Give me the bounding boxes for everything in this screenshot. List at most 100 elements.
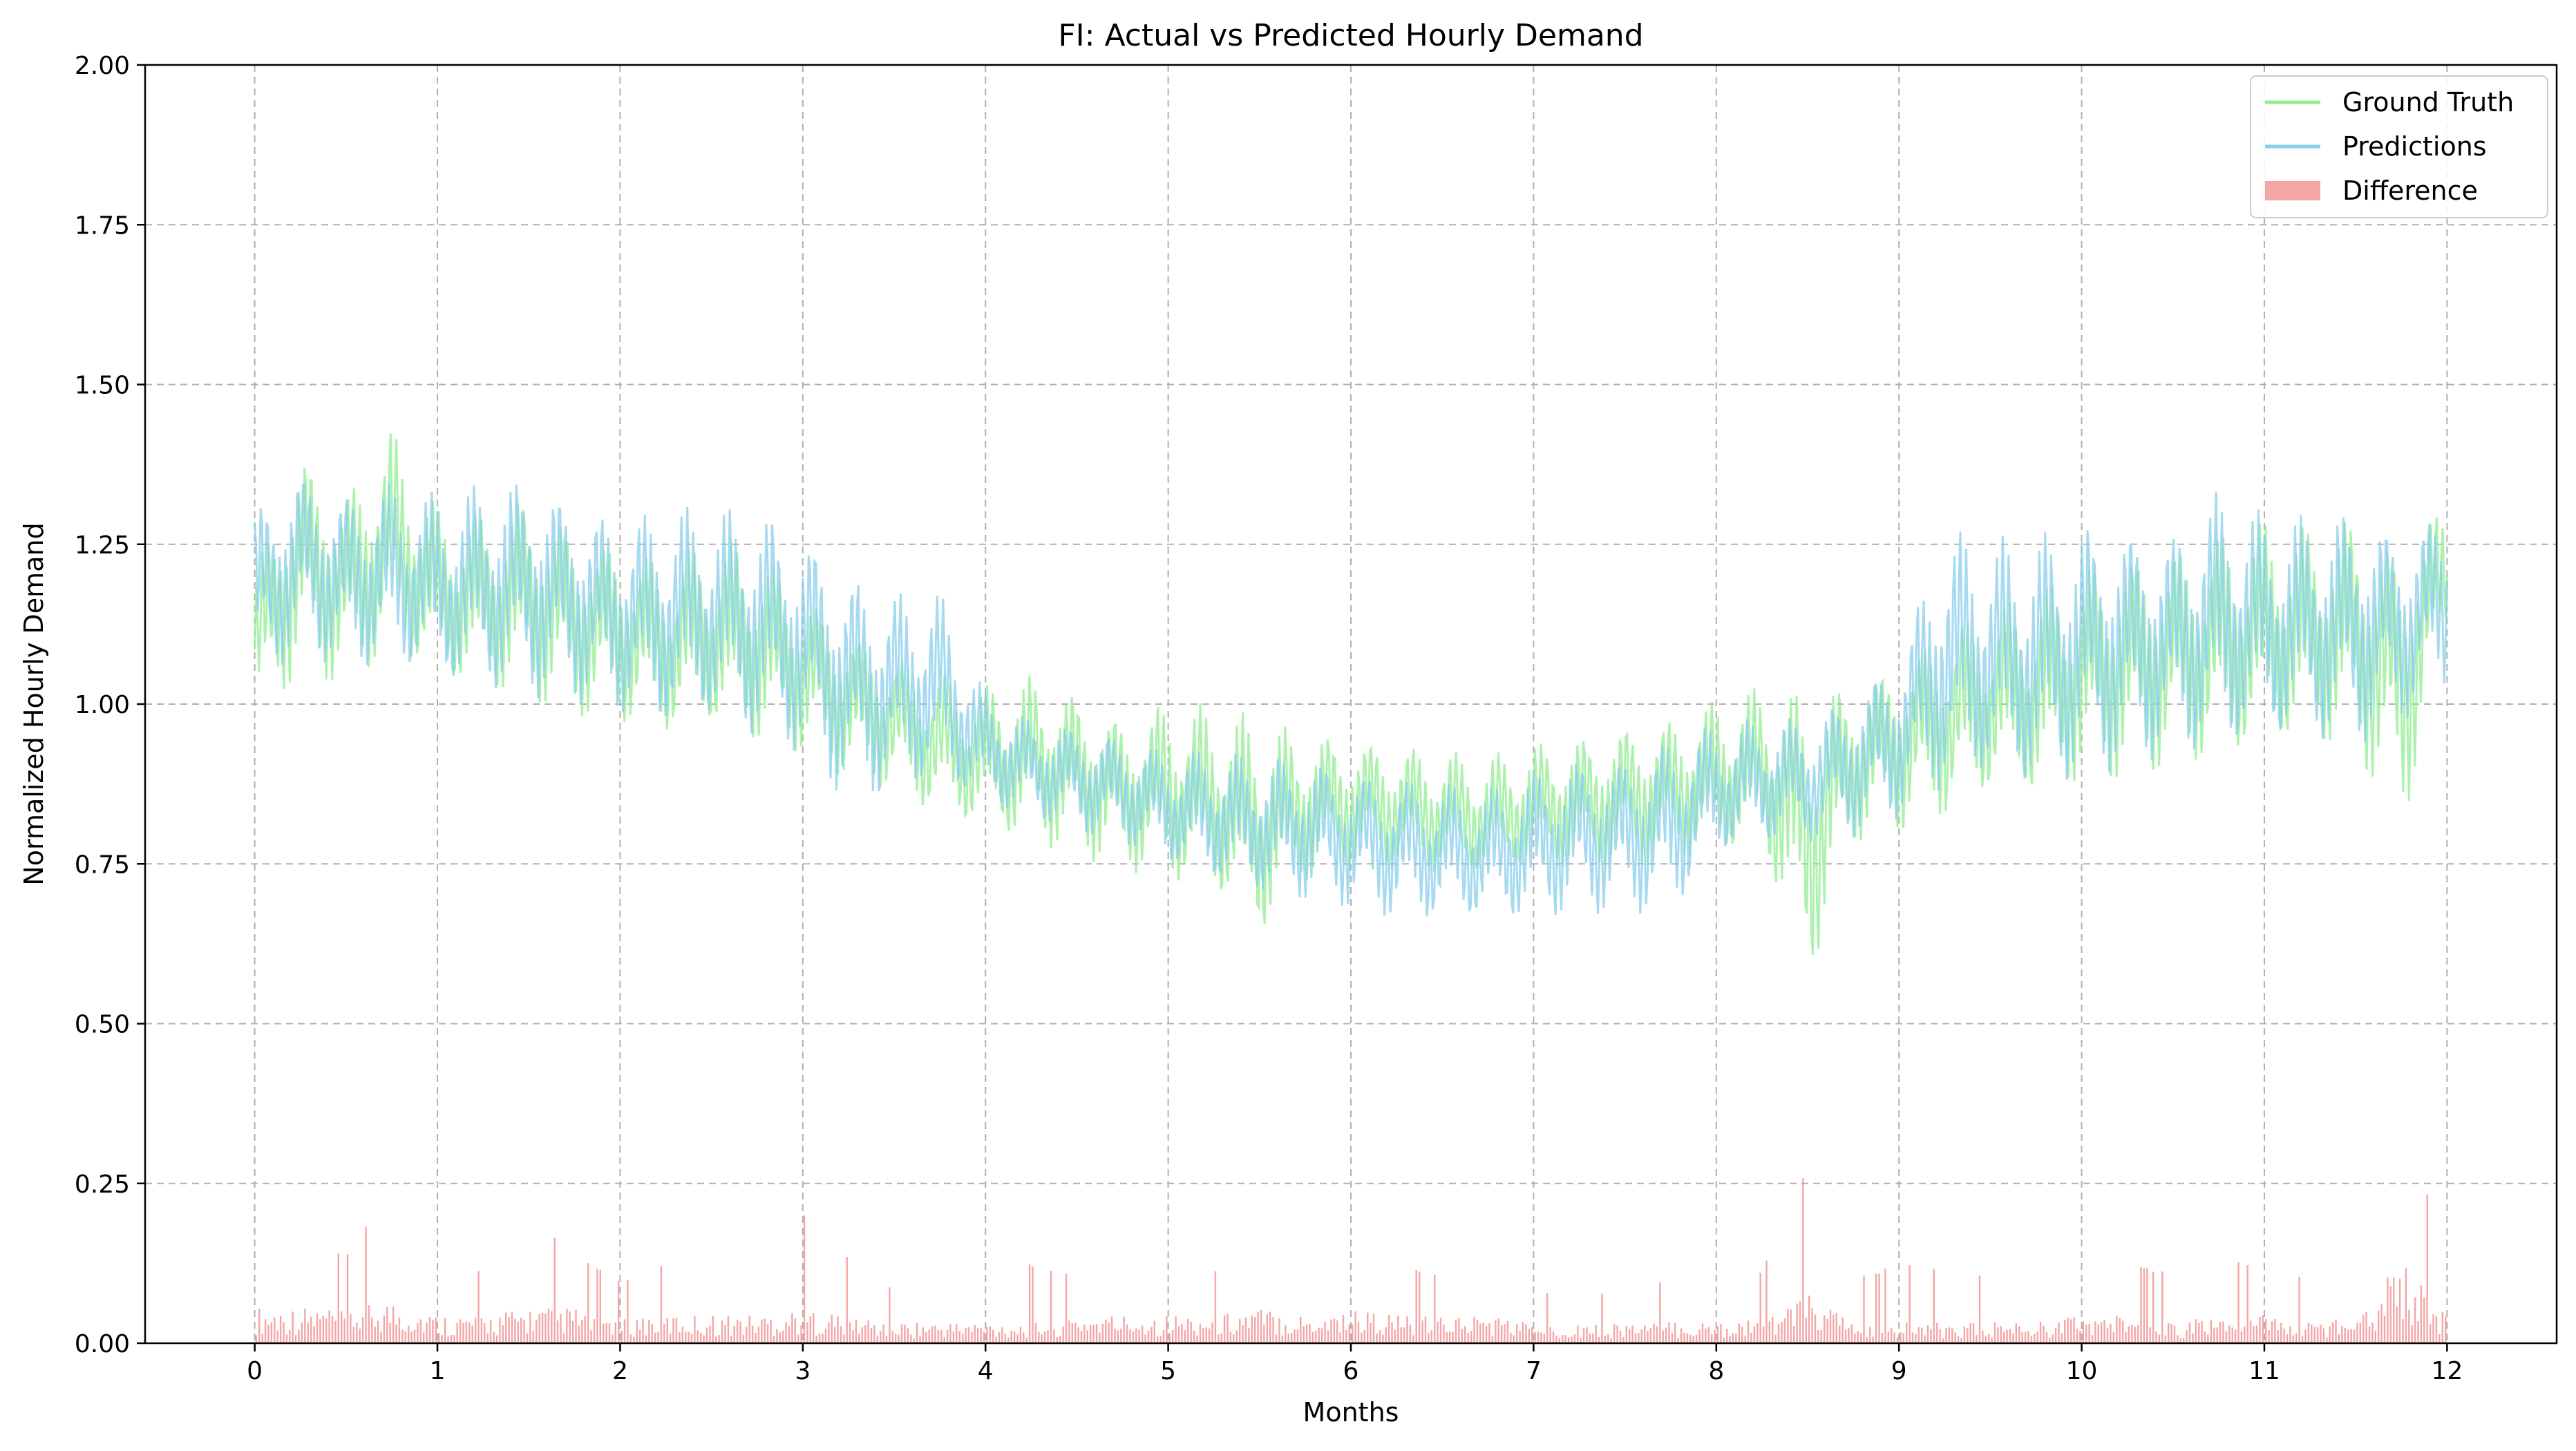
difference-bar — [1777, 1323, 1780, 1343]
difference-bar — [2198, 1322, 2200, 1343]
difference-bar — [1007, 1337, 1010, 1343]
difference-bar — [1820, 1330, 1822, 1343]
difference-bar — [1656, 1326, 1658, 1343]
difference-bar — [1172, 1329, 1174, 1343]
difference-bar — [289, 1330, 291, 1343]
difference-bar — [1260, 1309, 1262, 1343]
difference-bar — [1805, 1318, 1807, 1343]
difference-bar — [1839, 1325, 1841, 1343]
difference-bar — [428, 1317, 431, 1343]
difference-bar — [764, 1318, 766, 1343]
difference-bar — [1662, 1330, 1664, 1343]
difference-bar — [1814, 1314, 1817, 1343]
difference-bar — [1099, 1332, 1101, 1343]
difference-bar — [1309, 1323, 1311, 1343]
difference-bar — [1580, 1338, 1582, 1343]
difference-bar — [1318, 1327, 1320, 1343]
difference-bar — [2045, 1331, 2048, 1343]
difference-bar — [813, 1313, 815, 1343]
difference-bar — [325, 1318, 328, 1343]
y-tick-label: 0.75 — [75, 851, 130, 879]
difference-bar — [1305, 1325, 1308, 1343]
difference-bar — [1205, 1327, 1207, 1343]
difference-bar — [294, 1335, 297, 1343]
difference-bar — [514, 1318, 516, 1343]
difference-bar — [1592, 1334, 1594, 1343]
difference-bar — [852, 1330, 854, 1343]
difference-bar — [1891, 1327, 1893, 1343]
difference-bar — [1409, 1325, 1412, 1343]
difference-bar — [855, 1319, 858, 1343]
difference-bar — [1495, 1320, 1497, 1343]
difference-bar — [1756, 1322, 1759, 1343]
difference-bar — [688, 1331, 690, 1343]
x-tick-label: 4 — [978, 1357, 994, 1385]
difference-bar — [885, 1336, 888, 1343]
difference-bar — [584, 1316, 586, 1343]
difference-bar — [2116, 1316, 2118, 1343]
difference-bar — [398, 1317, 401, 1343]
difference-bar — [1640, 1329, 1642, 1343]
difference-bar — [1701, 1323, 1704, 1343]
difference-bar — [2009, 1329, 2011, 1343]
difference-bar — [618, 1281, 620, 1343]
difference-bar — [1887, 1331, 1889, 1343]
y-tick-label: 1.25 — [75, 531, 130, 560]
difference-bar — [2335, 1319, 2337, 1343]
difference-bar — [1455, 1319, 1457, 1343]
difference-bar — [612, 1334, 614, 1343]
difference-bar — [1582, 1328, 1585, 1343]
difference-bar — [1476, 1320, 1479, 1343]
difference-bar — [1105, 1319, 1107, 1343]
difference-bar — [1811, 1308, 1813, 1343]
difference-bar — [1808, 1296, 1810, 1343]
difference-bar — [1041, 1334, 1043, 1343]
difference-bar — [2380, 1303, 2383, 1343]
difference-bar — [1598, 1336, 1600, 1343]
difference-bar — [410, 1331, 413, 1343]
difference-bar — [1528, 1329, 1530, 1343]
difference-bar — [1482, 1322, 1484, 1343]
difference-bar — [907, 1328, 909, 1343]
difference-bar — [1714, 1329, 1716, 1343]
x-tick-label: 2 — [612, 1357, 628, 1385]
difference-bar — [1001, 1327, 1003, 1343]
difference-bar — [1159, 1336, 1162, 1343]
difference-bar — [2313, 1327, 2315, 1343]
difference-bar — [809, 1316, 811, 1343]
difference-bar — [633, 1336, 635, 1343]
difference-bar — [1412, 1335, 1414, 1343]
difference-bar — [1184, 1330, 1186, 1343]
difference-bar — [1415, 1270, 1417, 1343]
difference-bar — [1738, 1323, 1740, 1343]
difference-bar — [2003, 1331, 2005, 1343]
difference-bar — [1248, 1327, 1250, 1343]
difference-bar — [1869, 1327, 1871, 1343]
difference-bar — [974, 1325, 976, 1343]
difference-bar — [1768, 1321, 1771, 1343]
difference-bar — [2036, 1331, 2038, 1343]
difference-bar — [2076, 1329, 2078, 1343]
difference-bar — [1653, 1323, 1655, 1343]
difference-bar — [1638, 1333, 1640, 1343]
difference-bar — [934, 1325, 936, 1343]
difference-bar — [331, 1316, 334, 1343]
x-tick-label: 9 — [1891, 1357, 1907, 1385]
chart-title: FI: Actual vs Predicted Hourly Demand — [1058, 18, 1643, 53]
difference-bar — [1997, 1327, 1999, 1343]
difference-bar — [694, 1316, 696, 1343]
difference-bar — [2322, 1328, 2325, 1343]
difference-bar — [2052, 1334, 2054, 1343]
difference-bar — [919, 1336, 921, 1343]
difference-bar — [986, 1327, 988, 1343]
difference-bar — [2034, 1334, 2036, 1343]
difference-bar — [1074, 1322, 1077, 1343]
difference-bar — [669, 1334, 672, 1343]
difference-bar — [1385, 1327, 1387, 1343]
difference-bar — [2277, 1330, 2279, 1343]
difference-bar — [770, 1320, 772, 1343]
difference-bar — [1854, 1333, 1856, 1343]
difference-bar — [2018, 1326, 2020, 1343]
difference-bar — [727, 1316, 730, 1343]
difference-bar — [654, 1332, 656, 1343]
